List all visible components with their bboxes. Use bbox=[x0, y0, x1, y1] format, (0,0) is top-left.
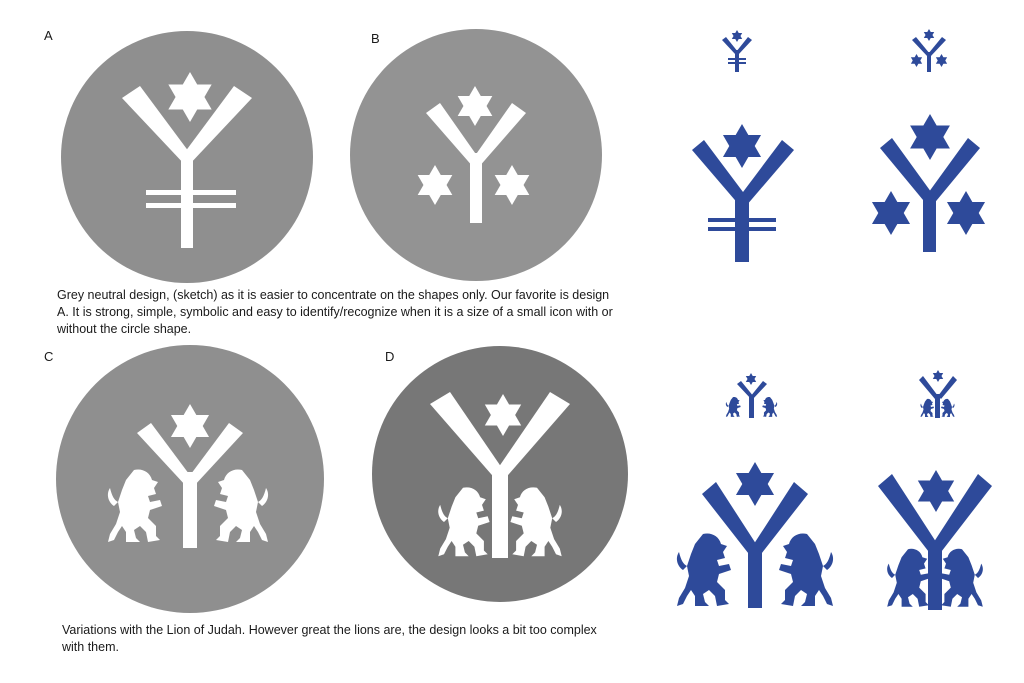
star-of-david-icon bbox=[935, 54, 948, 67]
bottom-caption-line: Variations with the Lion of Judah. Howev… bbox=[62, 623, 597, 637]
star-of-david-icon bbox=[923, 29, 935, 41]
star-of-david-icon bbox=[910, 54, 923, 67]
blue-large-b bbox=[871, 114, 986, 252]
star-of-david-icon bbox=[745, 373, 757, 385]
bottom-caption: Variations with the Lion of Judah. Howev… bbox=[62, 622, 597, 656]
lion-of-judah-icon bbox=[887, 548, 931, 607]
design-a-emblem bbox=[61, 31, 313, 283]
blue-large-d bbox=[878, 470, 992, 610]
top-caption: Grey neutral design, (sketch) as it is e… bbox=[57, 287, 613, 338]
lion-of-judah-icon bbox=[941, 398, 955, 417]
star-of-david-icon bbox=[735, 462, 775, 506]
bottom-caption-line: with them. bbox=[62, 640, 119, 654]
star-of-david-icon bbox=[917, 470, 955, 512]
lion-of-judah-icon bbox=[939, 548, 983, 607]
top-caption-line: A. It is strong, simple, symbolic and ea… bbox=[57, 305, 613, 319]
blue-large-c bbox=[676, 462, 834, 608]
label-c: C bbox=[44, 349, 54, 364]
star-of-david-icon bbox=[722, 124, 762, 168]
star-of-david-icon bbox=[910, 114, 950, 160]
design-d-emblem bbox=[372, 346, 628, 602]
label-a: A bbox=[44, 28, 53, 43]
lion-of-judah-icon bbox=[762, 396, 778, 417]
star-of-david-icon bbox=[946, 191, 986, 235]
label-d: D bbox=[385, 349, 395, 364]
lion-of-judah-icon bbox=[725, 396, 741, 417]
star-of-david-icon bbox=[871, 191, 911, 235]
blue-small-d bbox=[919, 370, 957, 418]
blue-small-a bbox=[722, 30, 752, 72]
blue-small-b bbox=[910, 29, 948, 72]
top-caption-line: Grey neutral design, (sketch) as it is e… bbox=[57, 288, 610, 302]
lion-of-judah-icon bbox=[920, 398, 934, 417]
star-of-david-icon bbox=[932, 370, 944, 382]
lion-of-judah-icon bbox=[676, 533, 731, 606]
top-caption-line: without the circle shape. bbox=[57, 322, 192, 336]
design-c-emblem bbox=[56, 345, 324, 613]
lion-of-judah-icon bbox=[779, 533, 834, 606]
label-b: B bbox=[371, 31, 380, 46]
star-of-david-icon bbox=[731, 30, 743, 42]
design-b-emblem bbox=[350, 29, 602, 281]
blue-large-a bbox=[692, 124, 794, 262]
blue-small-c bbox=[725, 373, 778, 418]
